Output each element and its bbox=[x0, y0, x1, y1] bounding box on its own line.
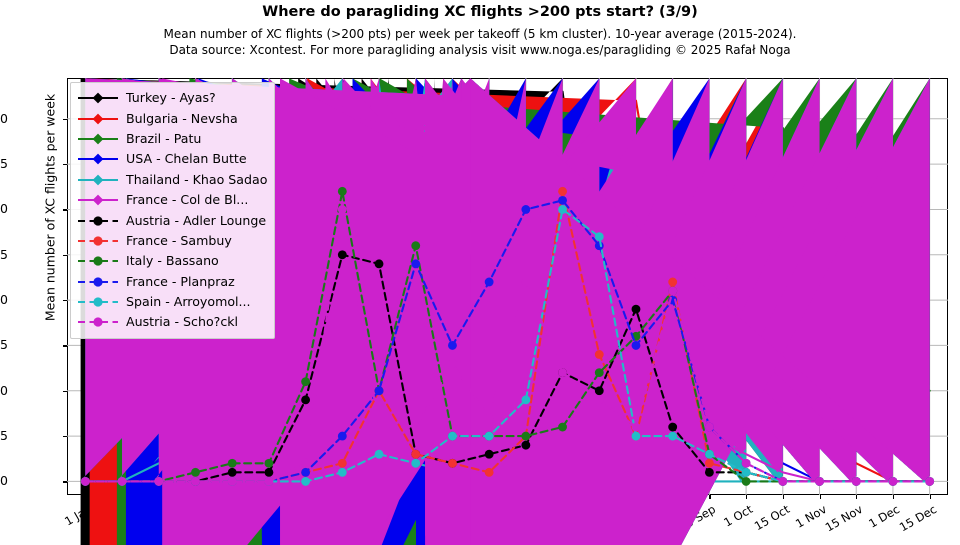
x-tick-mark bbox=[856, 495, 858, 499]
legend-label: Spain - Arroyomol... bbox=[126, 294, 251, 310]
legend-label: Brazil - Patu bbox=[126, 130, 202, 146]
legend-label: Italy - Bassano bbox=[126, 253, 219, 269]
legend-item[interactable]: Spain - Arroyomol... bbox=[77, 292, 267, 312]
y-tick-mark bbox=[63, 390, 67, 392]
x-tick-mark bbox=[782, 495, 784, 499]
y-tick-mark bbox=[63, 164, 67, 166]
legend-label: France - Sambuy bbox=[126, 232, 232, 248]
legend-marker-icon bbox=[77, 149, 119, 169]
y-tick-mark bbox=[63, 436, 67, 438]
legend-label: Bulgaria - Nevsha bbox=[126, 110, 238, 126]
legend-label: Austria - Adler Lounge bbox=[126, 212, 267, 228]
x-tick-mark bbox=[746, 495, 748, 499]
y-tick-label: 1.5 bbox=[0, 337, 8, 353]
x-tick-mark bbox=[892, 495, 895, 499]
chart-subtitle-line1: Mean number of XC flights (>200 pts) per… bbox=[163, 27, 797, 41]
legend-label: France - Planpraz bbox=[126, 273, 235, 289]
data-series-layer bbox=[79, 78, 935, 545]
legend-label: Turkey - Ayas? bbox=[126, 90, 216, 106]
legend-item[interactable]: France - Planpraz bbox=[77, 272, 267, 292]
legend-item[interactable]: Bulgaria - Nevsha bbox=[77, 108, 267, 128]
y-tick-label: 3.0 bbox=[0, 201, 8, 217]
legend-marker-icon bbox=[77, 292, 119, 312]
legend-marker-icon bbox=[77, 272, 119, 292]
y-tick-mark bbox=[63, 481, 67, 483]
legend-label: France - Col de Bl... bbox=[126, 192, 249, 208]
legend-item[interactable]: USA - Chelan Butte bbox=[77, 149, 267, 169]
y-tick-label: 0.0 bbox=[0, 473, 8, 489]
y-tick-mark bbox=[63, 254, 67, 256]
legend-item[interactable]: Austria - Scho?ckl bbox=[77, 312, 267, 332]
y-tick-mark bbox=[63, 300, 67, 302]
legend-marker-icon bbox=[77, 170, 119, 190]
legend-marker-icon bbox=[77, 88, 119, 108]
series-line bbox=[79, 78, 931, 545]
y-tick-label: 3.5 bbox=[0, 156, 8, 172]
x-tick-mark bbox=[929, 495, 931, 499]
y-axis-label: Mean number of XC flights per week bbox=[42, 93, 58, 322]
y-tick-label: 4.0 bbox=[0, 110, 8, 126]
y-tick-label: 2.0 bbox=[0, 292, 8, 308]
legend-item[interactable]: France - Col de Bl... bbox=[77, 190, 267, 210]
legend-label: Thailand - Khao Sadao bbox=[126, 171, 268, 187]
legend-marker-icon bbox=[77, 190, 119, 210]
chart-subtitle-line2: Data source: Xcontest. For more paraglid… bbox=[169, 43, 791, 57]
y-tick-label: 1.0 bbox=[0, 382, 8, 398]
legend-item[interactable]: Brazil - Patu bbox=[77, 129, 267, 149]
y-tick-mark bbox=[63, 209, 67, 211]
legend-item[interactable]: Austria - Adler Lounge bbox=[77, 210, 267, 230]
x-tick-mark bbox=[819, 495, 821, 499]
legend-marker-icon bbox=[77, 312, 119, 332]
x-tick-mark bbox=[709, 495, 711, 499]
legend-item[interactable]: Italy - Bassano bbox=[77, 251, 267, 271]
legend-marker-icon bbox=[77, 129, 119, 149]
plot-area bbox=[67, 78, 948, 545]
legend-marker-icon bbox=[77, 211, 119, 231]
legend-marker-icon bbox=[77, 109, 119, 129]
y-tick-mark bbox=[63, 118, 67, 120]
legend-item[interactable]: France - Sambuy bbox=[77, 231, 267, 251]
legend-item[interactable]: Thailand - Khao Sadao bbox=[77, 170, 267, 190]
legend-label: USA - Chelan Butte bbox=[126, 151, 247, 167]
y-tick-label: 0.5 bbox=[0, 428, 8, 444]
series-line bbox=[80, 205, 935, 486]
y-tick-label: 2.5 bbox=[0, 246, 8, 262]
legend-label: Austria - Scho?ckl bbox=[126, 314, 239, 330]
chart-subtitle: Mean number of XC flights (>200 pts) per… bbox=[0, 26, 960, 58]
chart-title: Where do paragliding XC flights >200 pts… bbox=[262, 4, 698, 20]
y-tick-mark bbox=[63, 345, 67, 347]
legend-item[interactable]: Turkey - Ayas? bbox=[77, 88, 267, 108]
legend-marker-icon bbox=[77, 231, 119, 251]
legend-marker-icon bbox=[77, 251, 119, 271]
chart-legend[interactable]: Turkey - Ayas? Bulgaria - Nevsha Brazil … bbox=[70, 82, 276, 339]
